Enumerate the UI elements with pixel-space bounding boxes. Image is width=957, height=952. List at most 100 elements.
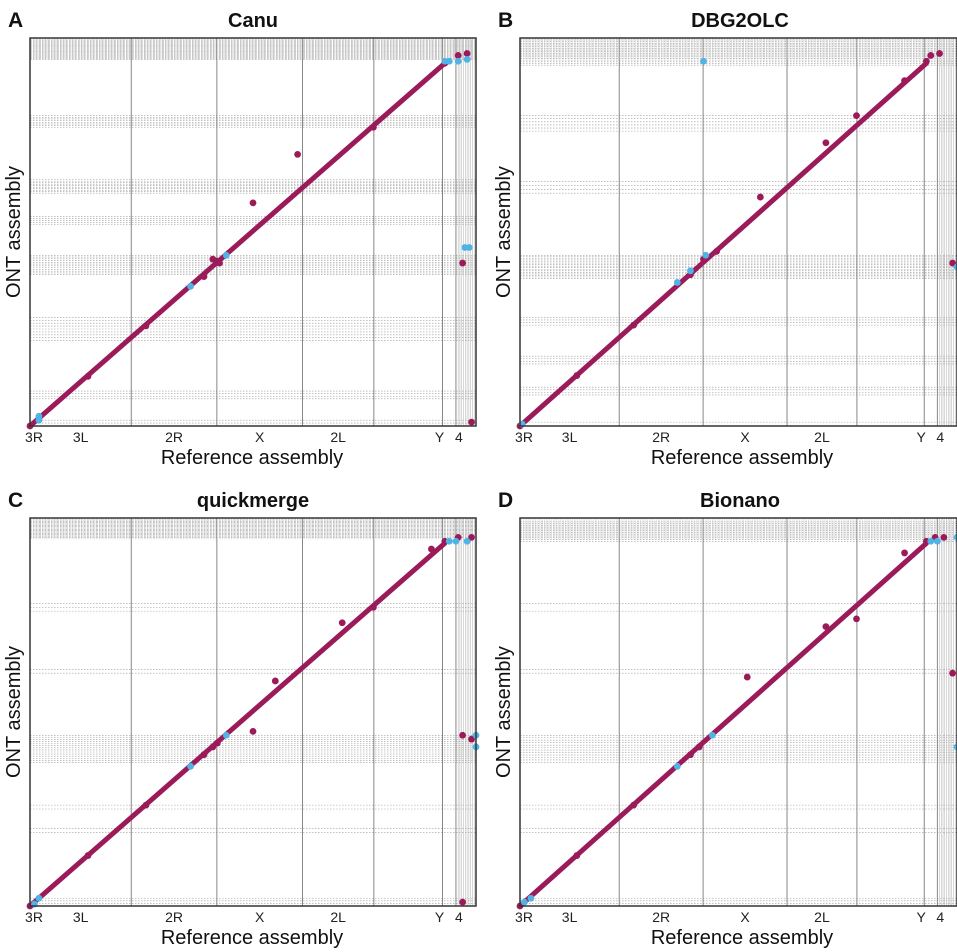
reverse-alignments: [31, 537, 480, 908]
alignment-diagonal: [27, 60, 448, 429]
x-tick-label: 4: [455, 429, 463, 445]
alignment-point: [459, 259, 467, 267]
alignment-point: [927, 52, 935, 59]
x-tick-label: 2L: [330, 429, 346, 445]
alignment-point: [338, 619, 346, 627]
alignment-point: [953, 534, 957, 541]
panel-d: D Bionano 3R 3L 2R X 2L Y 4 Reference assembly ONT…: [493, 489, 957, 949]
x-tick-labels: 3R 3L 2R X 2L Y 4: [25, 429, 463, 445]
alignment-point: [700, 57, 707, 65]
panel-letter: D: [498, 489, 513, 512]
alignment-point: [673, 279, 681, 286]
alignment-diagonal: [517, 60, 929, 429]
alignment-point: [673, 762, 681, 770]
plot-frame: [29, 37, 477, 427]
alignment-point: [454, 52, 462, 59]
panel-a: A Canu 3R 3L 2R X 2L Y 4 Reference assembly ONT as…: [3, 9, 477, 469]
alignment-point: [209, 743, 217, 751]
alignment-point: [445, 537, 453, 545]
alignment-point: [901, 77, 908, 85]
alignment-point: [573, 852, 581, 859]
alignment-point: [953, 263, 957, 271]
alignment-point: [468, 418, 475, 426]
y-axis-label: ONT assembly: [3, 646, 25, 778]
panel-letter: B: [498, 9, 513, 32]
plot-frame: [519, 517, 957, 907]
alignment-point: [901, 549, 908, 557]
alignment-point: [249, 728, 257, 735]
alignment-point: [463, 55, 471, 63]
x-tick-label: X: [255, 909, 265, 925]
x-axis-label: Reference assembly: [651, 447, 833, 469]
x-axis-label: Reference assembly: [161, 927, 343, 949]
alignment-point: [459, 731, 467, 739]
alignment-point: [187, 282, 194, 290]
forward-alignments: [516, 50, 957, 430]
alignment-point: [687, 267, 694, 275]
x-tick-label: 2R: [165, 429, 183, 445]
alignment-point: [743, 673, 751, 681]
alignment-point: [454, 57, 462, 65]
x-tick-label: X: [740, 909, 750, 925]
x-tick-label: 3L: [562, 909, 578, 925]
alignment-point: [84, 372, 92, 380]
panel-title: DBG2OLC: [691, 10, 789, 32]
alignment-point: [213, 257, 221, 265]
panel-title: Canu: [228, 10, 278, 32]
x-tick-label: 3L: [73, 429, 89, 445]
alignment-point: [468, 534, 475, 541]
x-tick-label: 4: [936, 909, 944, 925]
forward-alignments: [516, 534, 957, 910]
x-tick-label: X: [255, 429, 265, 445]
x-tick-label: 3R: [515, 429, 533, 445]
alignment-point: [200, 751, 208, 759]
alignment-point: [687, 751, 694, 759]
x-tick-label: 2R: [652, 429, 670, 445]
alignment-point: [630, 321, 638, 329]
alignment-point: [187, 762, 194, 770]
x-tick-label: 3L: [73, 909, 89, 925]
alignment-point: [949, 259, 957, 267]
x-tick-label: Y: [917, 429, 927, 445]
alignment-point: [822, 139, 830, 147]
y-axis-label: ONT assembly: [493, 166, 515, 298]
alignment-point: [713, 248, 721, 255]
y-axis-label: ONT assembly: [493, 646, 515, 778]
alignment-point: [370, 123, 377, 131]
alignment-point: [465, 244, 473, 251]
y-axis-label: ONT assembly: [3, 166, 25, 298]
alignment-point: [213, 739, 221, 747]
x-tick-label: 2R: [652, 909, 670, 925]
alignment-point: [940, 534, 948, 541]
chromosome-boundaries: [519, 518, 956, 906]
x-tick-label: 4: [455, 909, 463, 925]
alignment-point: [84, 852, 92, 859]
alignment-point: [370, 603, 377, 611]
x-tick-label: 2R: [165, 909, 183, 925]
alignment-point: [463, 537, 471, 545]
alignment-point: [142, 801, 150, 809]
alignment-point: [949, 669, 957, 677]
alignment-point: [953, 743, 957, 751]
x-tick-label: X: [740, 429, 750, 445]
x-tick-label: 3L: [562, 429, 578, 445]
x-tick-label: 2L: [814, 429, 830, 445]
alignment-point: [428, 545, 435, 553]
alignment-point: [695, 743, 703, 751]
alignment-point: [35, 894, 43, 902]
x-tick-label: 4: [936, 429, 944, 445]
alignment-point: [708, 731, 716, 739]
alignment-point: [853, 112, 860, 119]
panel-letter: C: [8, 489, 23, 512]
x-tick-labels: 3R 3L 2R X 2L Y 4: [515, 429, 944, 445]
x-axis-label: Reference assembly: [651, 927, 833, 949]
chromosome-boundaries: [29, 518, 475, 906]
alignment-point: [142, 322, 150, 330]
x-axis-label: Reference assembly: [161, 447, 343, 469]
alignment-diagonal: [27, 540, 448, 909]
alignment-point: [452, 537, 460, 545]
alignment-point: [923, 57, 930, 65]
plot-frame: [519, 37, 957, 427]
x-tick-label: Y: [435, 429, 445, 445]
